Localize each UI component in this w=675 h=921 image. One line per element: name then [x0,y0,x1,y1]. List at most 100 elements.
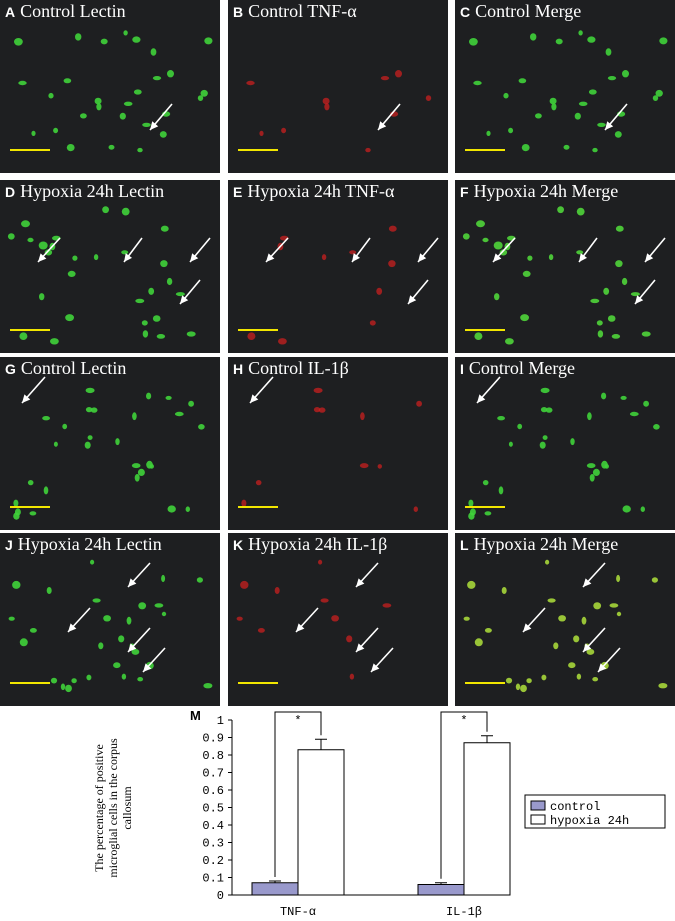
cell [588,89,597,95]
significance-star: * [294,714,301,728]
cell [14,38,23,46]
scale-bar [238,682,278,684]
cell [53,127,59,134]
cell [86,674,92,681]
legend-box [524,794,666,829]
micrograph-panel-j: J Hypoxia 24h Lectin [0,533,220,706]
cell [85,387,95,394]
cell [497,416,505,421]
cell [548,254,554,261]
y-axis-label: The percentage of positive microglial ce… [92,738,134,878]
micrograph-panel-i: I Control Merge [455,357,675,530]
arrow-head [22,394,31,403]
cell [156,334,166,339]
cell [508,127,514,134]
cell [395,70,402,78]
panel-letter: A [5,4,16,20]
significance-bracket [440,711,488,879]
cell [165,395,172,400]
cell [160,260,168,268]
cell [274,587,280,594]
panel-letter: C [460,4,471,20]
cell [75,33,82,41]
cell [369,320,376,326]
arrow-head [356,643,365,652]
cell [589,474,595,482]
cell [62,423,68,430]
y-tick-label: 0.2 [202,854,224,868]
significance-markers: * * [274,711,488,879]
cell [388,225,397,232]
cell [349,250,357,255]
bar-hypoxia-24h-1 [463,742,511,896]
cell [196,577,203,583]
cell [499,249,508,256]
panel-letter: E [233,184,243,200]
cell [555,38,563,45]
cell [60,683,66,691]
cell [346,635,353,643]
cell [27,237,34,243]
cell [113,662,121,669]
panel-title-text: Control Merge [475,1,582,21]
cell [108,144,115,150]
cell [320,598,329,603]
cell [549,97,557,105]
arrow-head [378,121,387,130]
cell [118,635,125,643]
cell [53,441,58,447]
cell [50,338,59,345]
cell [655,89,663,97]
cell [576,673,582,680]
cell [131,648,140,655]
cell [27,480,34,486]
cell [517,423,523,430]
cell [313,387,323,394]
scale-bar [465,682,505,684]
arrow-head [128,578,137,587]
bar-hypoxia-24h-0 [297,749,345,896]
panel-title-text: Control Merge [468,358,576,378]
cell [7,233,15,240]
category-label-1: IL-1β [446,905,482,919]
cell [596,320,603,326]
cell [98,642,104,650]
cell [605,48,612,56]
legend-swatch [530,800,546,811]
cell [494,293,500,301]
cell [13,512,20,520]
panel-title: B Control TNF-α [233,1,357,22]
cell [146,392,152,400]
cell [539,441,546,449]
panel-title: H Control IL-1β [233,358,349,379]
cell [241,499,247,507]
cell [204,37,213,45]
arrow-head [583,643,592,652]
cell [590,298,600,304]
cell [576,250,584,255]
y-axis: 0 0.1 0.2 0.3 0.4 0.5 0.6 0.7 0.8 0.9 1 [202,714,495,903]
scale-bar [10,506,50,508]
cell [185,506,190,512]
cell [150,48,157,56]
panel-title-text: Hypoxia 24h Lectin [17,534,162,554]
cell [167,70,174,78]
significance-bracket [274,711,322,877]
arrow-head [598,663,607,672]
cell [134,474,140,482]
scale-bar [10,329,50,331]
cell [545,559,550,565]
y-tick-label: 0.6 [202,784,224,798]
y-axis-label-line3: callosum [120,786,134,830]
panel-letter: G [5,361,16,377]
cell [100,38,108,45]
cell [597,122,606,127]
cell [601,460,608,469]
cell [592,147,598,153]
panel-title: K Hypoxia 24h IL-1β [233,534,387,555]
cell [18,80,27,86]
bar-chart: M The percentage of positive microglial … [92,708,666,919]
cell [132,412,137,421]
cell [94,97,102,105]
arrow-head [266,253,275,262]
